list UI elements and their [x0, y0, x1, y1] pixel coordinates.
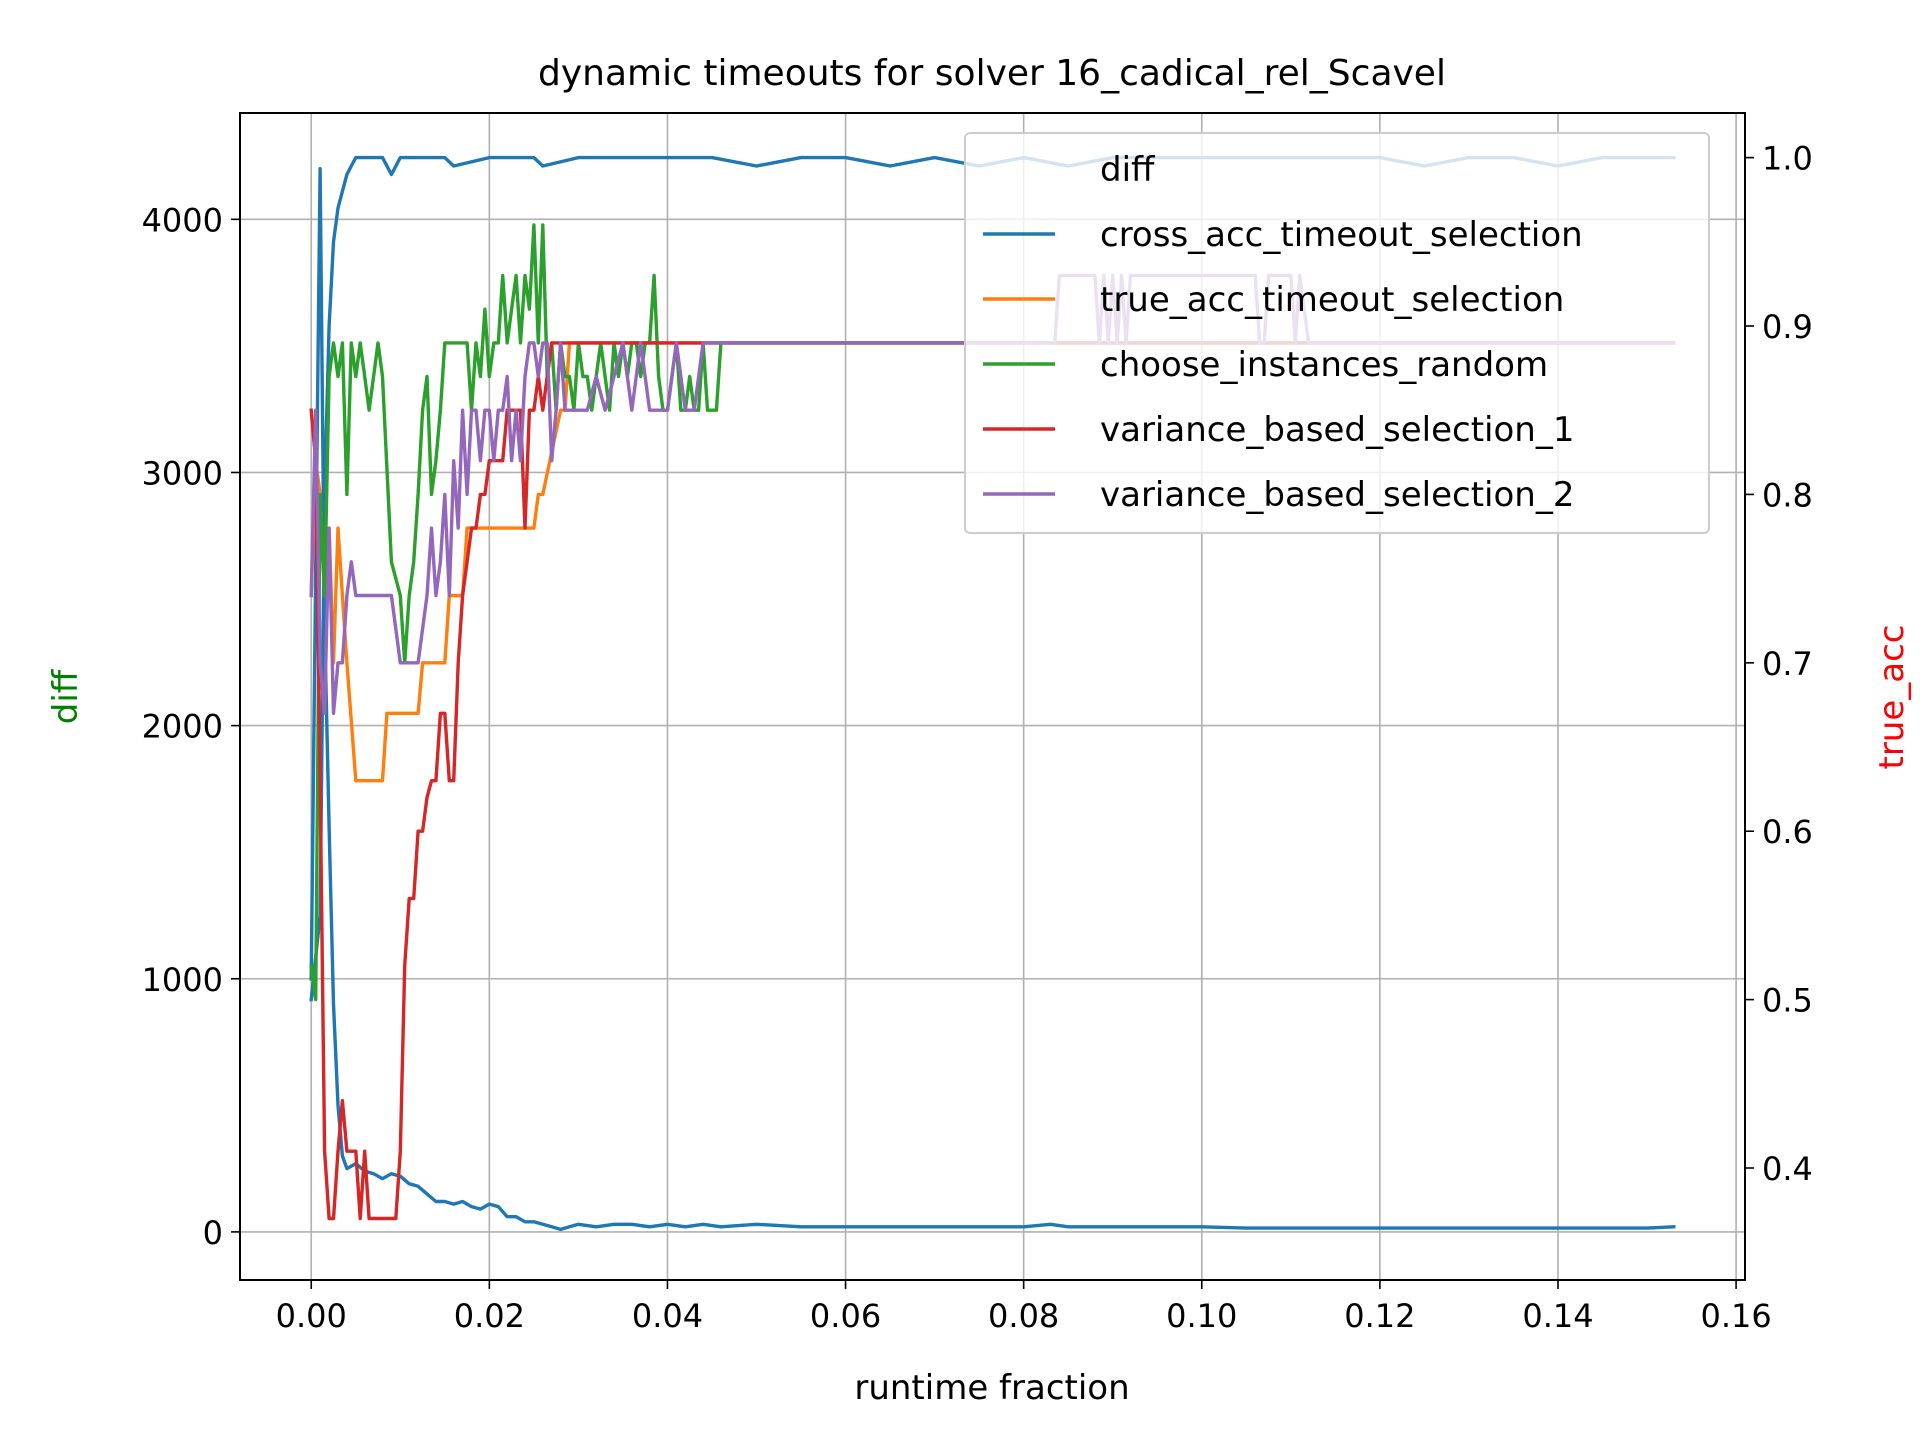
x-tick-label: 0.16 — [1700, 1297, 1771, 1335]
y-left-tick-label: 1000 — [142, 961, 223, 999]
x-tick-label: 0.10 — [1166, 1297, 1237, 1335]
legend-label: variance_based_selection_2 — [1100, 475, 1574, 515]
y-right-tick-label: 1.0 — [1762, 140, 1813, 178]
y-left-tick-label: 0 — [203, 1214, 223, 1252]
legend-label: choose_instances_random — [1100, 345, 1548, 385]
legend-label: cross_acc_timeout_selection — [1100, 215, 1583, 255]
x-tick-label: 0.06 — [810, 1297, 881, 1335]
left-y-axis-label: diff — [46, 668, 86, 724]
y-left-tick-label: 4000 — [142, 201, 223, 239]
x-tick-label: 0.00 — [276, 1297, 347, 1335]
y-right-tick-label: 0.4 — [1762, 1150, 1813, 1188]
y-left-tick-label: 3000 — [142, 454, 223, 492]
chart-title: dynamic timeouts for solver 16_cadical_r… — [538, 53, 1446, 94]
y-right-tick-label: 0.9 — [1762, 308, 1813, 346]
series-line-diff — [309, 166, 1676, 1232]
legend-box — [964, 132, 1710, 534]
right-y-axis-label: true_acc — [1872, 625, 1912, 770]
x-axis-label: runtime fraction — [854, 1368, 1129, 1408]
right-y-axis: 0.4 0.5 0.6 0.7 0.8 0.9 1.0 — [1745, 140, 1813, 1188]
series-line-choose-instances-random — [309, 223, 1676, 1002]
x-tick-label: 0.08 — [988, 1297, 1059, 1335]
y-right-tick-label: 0.5 — [1762, 982, 1813, 1020]
x-axis: 0.00 0.02 0.04 0.06 0.08 0.10 0.12 0.14 0.16 — [276, 1280, 1772, 1335]
legend: diff cross_acc_timeout_selection true_acc_… — [964, 132, 1710, 534]
x-tick-label: 0.14 — [1522, 1297, 1593, 1335]
y-right-tick-label: 0.8 — [1762, 476, 1813, 514]
x-tick-label: 0.02 — [454, 1297, 525, 1335]
legend-label: diff — [1100, 150, 1156, 190]
y-right-tick-label: 0.7 — [1762, 645, 1813, 683]
left-y-axis: 0 1000 2000 3000 4000 — [142, 201, 240, 1252]
y-left-tick-label: 2000 — [142, 708, 223, 746]
plot-frame — [239, 112, 1746, 1281]
x-tick-label: 0.04 — [632, 1297, 703, 1335]
y-right-tick-label: 0.6 — [1762, 813, 1813, 851]
legend-label: true_acc_timeout_selection — [1100, 280, 1564, 320]
legend-label: variance_based_selection_1 — [1100, 410, 1574, 450]
x-tick-label: 0.12 — [1344, 1297, 1415, 1335]
series-line-variance-based-selection-1 — [309, 341, 1676, 1221]
